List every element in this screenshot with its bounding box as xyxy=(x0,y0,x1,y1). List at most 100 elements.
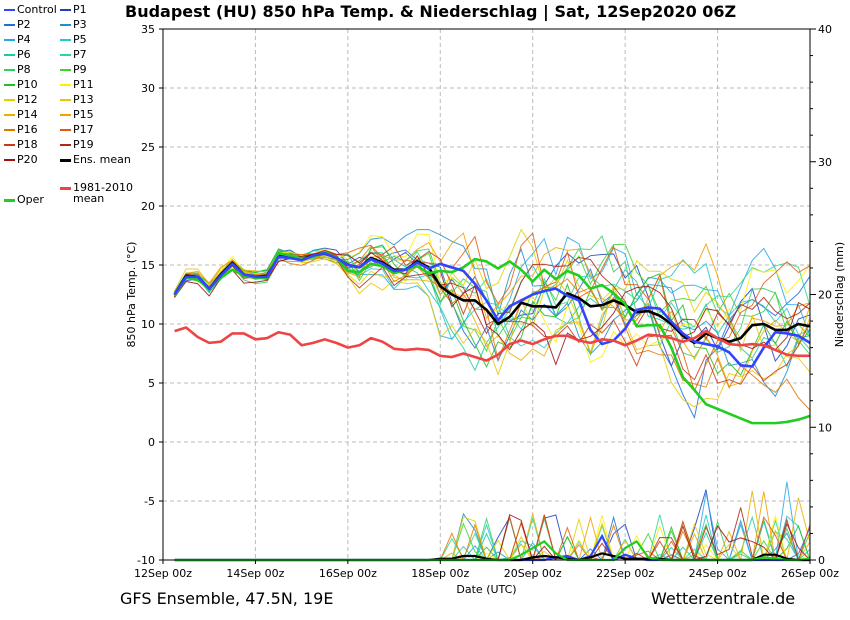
legend-label: P20 xyxy=(17,153,38,166)
grid xyxy=(162,28,811,561)
x-tick-label: 22Sep 00z xyxy=(596,567,654,580)
legend-swatch xyxy=(4,144,15,146)
y-tick-label: 0 xyxy=(148,436,155,449)
legend-item-p11: P11 xyxy=(60,79,94,91)
legend-label: P3 xyxy=(73,18,87,31)
legend-swatch xyxy=(4,24,15,26)
legend-swatch xyxy=(4,39,15,41)
y2-tick-label: 30 xyxy=(818,156,832,169)
y2-axis-label: Niederschlag (mm) xyxy=(833,242,846,347)
legend-item-p19: P19 xyxy=(60,139,94,151)
plot-frame xyxy=(162,28,811,561)
legend-swatch xyxy=(4,114,15,116)
legend-item-p14: P14 xyxy=(4,109,38,121)
member-line-p20 xyxy=(174,249,811,366)
legend-item-mean: mean xyxy=(60,193,104,205)
legend-swatch xyxy=(60,158,71,162)
legend-label: P14 xyxy=(17,108,38,121)
legend-label: mean xyxy=(73,192,105,205)
series-oper xyxy=(173,250,811,425)
legend-label: P7 xyxy=(73,48,87,61)
legend-item-p12: P12 xyxy=(4,94,38,106)
legend-swatch xyxy=(60,84,71,86)
x-axis-label: Date (UTC) xyxy=(456,583,516,596)
y-tick-label: 5 xyxy=(148,377,155,390)
legend-label: P2 xyxy=(17,18,31,31)
x-tick-label: 12Sep 00z xyxy=(134,567,192,580)
legend-label: P1 xyxy=(73,3,87,16)
legend-item-oper: Oper xyxy=(4,194,44,206)
y-tick-label: 20 xyxy=(141,200,155,213)
legend-label: P17 xyxy=(73,123,94,136)
y-tick-label: -5 xyxy=(144,495,155,508)
legend-item-p9: P9 xyxy=(60,64,87,76)
legend-swatch xyxy=(4,159,15,161)
axes: -10 -5 0 5 10 15 20 25 30 35 0 10 20 30 40 12Sep 00z 14S… xyxy=(125,23,846,596)
legend-item-p5: P5 xyxy=(60,34,87,46)
legend-item-1981-2010: 1981-2010 xyxy=(60,182,133,194)
legend-item-p1: P1 xyxy=(60,4,87,16)
legend-item-p6: P6 xyxy=(4,49,31,61)
legend-label: P6 xyxy=(17,48,31,61)
legend-swatch xyxy=(60,24,71,26)
y-tick-label: 10 xyxy=(141,318,155,331)
series-control xyxy=(173,251,811,368)
legend-swatch xyxy=(4,84,15,86)
legend-item-p13: P13 xyxy=(60,94,94,106)
legend-item-p15: P15 xyxy=(60,109,94,121)
x-tick-label: 18Sep 00z xyxy=(411,567,469,580)
legend-swatch xyxy=(60,186,71,190)
y-tick-label: 15 xyxy=(141,259,155,272)
legend-item-p3: P3 xyxy=(60,19,87,31)
y2-tick-label: 0 xyxy=(818,554,825,567)
legend-label: P16 xyxy=(17,123,38,136)
legend-item-p8: P8 xyxy=(4,64,31,76)
y-tick-label: 35 xyxy=(141,23,155,36)
legend-item-ens-mean: Ens. mean xyxy=(60,154,131,166)
legend-label: P19 xyxy=(73,138,94,151)
chart-title: Budapest (HU) 850 hPa Temp. & Niederschl… xyxy=(125,2,737,21)
legend-item-control: Control xyxy=(4,4,57,16)
legend-swatch xyxy=(4,198,15,202)
y2-tick-label: 40 xyxy=(818,23,832,36)
legend-swatch xyxy=(4,9,15,11)
legend-swatch xyxy=(60,114,71,116)
footer-site: Wetterzentrale.de xyxy=(651,589,796,608)
legend-item-p18: P18 xyxy=(4,139,38,151)
member-line-p16 xyxy=(174,245,811,411)
legend-label: P18 xyxy=(17,138,38,151)
y2-tick-label: 10 xyxy=(818,421,832,434)
legend-item-p16: P16 xyxy=(4,124,38,136)
legend-swatch xyxy=(60,69,71,71)
legend-label: P15 xyxy=(73,108,94,121)
legend-item-p4: P4 xyxy=(4,34,31,46)
legend-swatch xyxy=(60,129,71,131)
legend-label: P4 xyxy=(17,33,31,46)
legend-swatch xyxy=(60,39,71,41)
legend-swatch xyxy=(4,54,15,56)
footer-source: GFS Ensemble, 47.5N, 19E xyxy=(120,589,334,608)
member-line-p10 xyxy=(174,244,811,377)
legend-label: P10 xyxy=(17,78,38,91)
legend-label: P9 xyxy=(73,63,87,76)
legend-label: P5 xyxy=(73,33,87,46)
legend-swatch xyxy=(4,69,15,71)
x-tick-label: 24Sep 00z xyxy=(689,567,747,580)
legend-item-p20: P20 xyxy=(4,154,38,166)
legend-swatch xyxy=(4,99,15,101)
legend-swatch xyxy=(60,144,71,146)
legend-label: P8 xyxy=(17,63,31,76)
x-tick-label: 20Sep 00z xyxy=(504,567,562,580)
legend-label: Ens. mean xyxy=(73,153,131,166)
legend-label: Oper xyxy=(17,193,44,206)
y-tick-label: 25 xyxy=(141,141,155,154)
legend-item-p10: P10 xyxy=(4,79,38,91)
legend-item-p2: P2 xyxy=(4,19,31,31)
legend-label: P12 xyxy=(17,93,38,106)
legend-swatch xyxy=(60,9,71,11)
x-tick-label: 26Sep 00z xyxy=(781,567,839,580)
legend-swatch xyxy=(60,99,71,101)
precipitation-members xyxy=(174,481,811,562)
legend-label: 1981-2010 xyxy=(73,181,133,194)
